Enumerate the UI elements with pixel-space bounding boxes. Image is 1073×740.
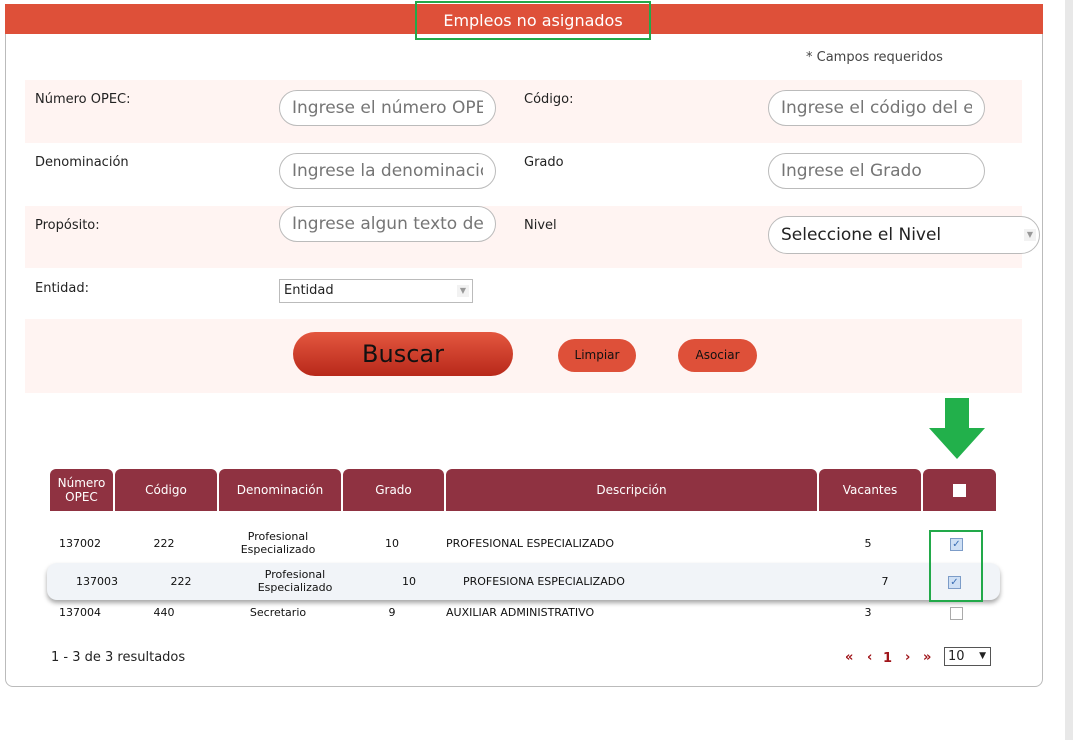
page-size-value: 10 [948, 649, 965, 664]
numero-opec-label: Número OPEC: [35, 92, 131, 107]
required-note: * Campos requeridos [806, 50, 943, 65]
buscar-button[interactable]: Buscar [293, 332, 513, 376]
row-highlight [47, 563, 1000, 600]
cell-opec: 137004 [59, 606, 101, 619]
cell-opec: 137003 [76, 575, 118, 588]
checkbox-highlight [929, 530, 983, 602]
current-page[interactable]: 1 [883, 651, 893, 666]
nivel-select[interactable]: Seleccione el Nivel ▼ [768, 216, 1040, 254]
first-page-button[interactable]: « [845, 650, 854, 665]
scrollbar[interactable] [1065, 0, 1073, 740]
cell-denominacion: Secretario [249, 606, 307, 619]
select-all-checkbox[interactable] [953, 483, 966, 497]
button-row [25, 319, 1022, 393]
cell-grado: 10 [402, 575, 416, 588]
asociar-button[interactable]: Asociar [678, 339, 757, 372]
cell-opec: 137002 [59, 537, 101, 550]
cell-vacantes: 7 [881, 575, 889, 588]
cell-codigo: 440 [153, 606, 175, 619]
proposito-label: Propósito: [35, 218, 100, 233]
codigo-input[interactable] [768, 90, 985, 126]
cell-grado: 9 [388, 606, 396, 619]
denominacion-input[interactable] [279, 153, 496, 189]
results-count: 1 - 3 de 3 resultados [51, 650, 186, 665]
th-descripcion[interactable]: Descripción [446, 469, 817, 511]
page-title: Empleos no asignados [415, 1, 651, 40]
panel-header [5, 4, 1043, 34]
grado-label: Grado [524, 155, 564, 170]
grado-input[interactable] [768, 153, 985, 189]
chevron-down-icon: ▼ [1024, 229, 1036, 241]
page-size-select[interactable]: 10 ▼ [944, 647, 991, 666]
chevron-down-icon: ▼ [979, 651, 986, 661]
row-checkbox[interactable]: ✓ [948, 576, 961, 589]
arrow-down-icon [929, 398, 985, 459]
cell-descripcion: AUXILIAR ADMINISTRATIVO [446, 606, 595, 619]
proposito-input[interactable] [279, 206, 496, 242]
entidad-select[interactable]: Entidad ▼ [279, 279, 473, 303]
cell-denominacion: Profesional Especializado [257, 568, 333, 594]
cell-denominacion: Profesional Especializado [240, 530, 316, 556]
nivel-label: Nivel [524, 218, 557, 233]
entidad-label: Entidad: [35, 281, 90, 296]
cell-vacantes: 3 [864, 606, 872, 619]
cell-codigo: 222 [170, 575, 192, 588]
th-vacantes[interactable]: Vacantes [819, 469, 921, 511]
codigo-label: Código: [524, 92, 574, 107]
th-codigo[interactable]: Código [115, 469, 217, 511]
th-grado[interactable]: Grado [343, 469, 444, 511]
row-checkbox[interactable]: ✓ [950, 538, 963, 551]
th-denominacion[interactable]: Denominación [219, 469, 341, 511]
nivel-value: Seleccione el Nivel [781, 225, 942, 245]
cell-vacantes: 5 [864, 537, 872, 550]
cell-codigo: 222 [153, 537, 175, 550]
numero-opec-input[interactable] [279, 90, 496, 126]
row-checkbox[interactable] [950, 607, 963, 620]
entidad-value: Entidad [284, 283, 334, 298]
last-page-button[interactable]: » [923, 650, 932, 665]
th-numero-opec[interactable]: Número OPEC [50, 469, 113, 511]
chevron-down-icon: ▼ [457, 285, 469, 297]
cell-descripcion: PROFESIONA ESPECIALIZADO [463, 575, 625, 588]
prev-page-button[interactable]: ‹ [867, 650, 873, 665]
denominacion-label: Denominación [35, 155, 129, 170]
cell-grado: 10 [385, 537, 399, 550]
cell-descripcion: PROFESIONAL ESPECIALIZADO [446, 537, 615, 550]
th-select-all[interactable] [923, 469, 996, 511]
next-page-button[interactable]: › [905, 650, 911, 665]
limpiar-button[interactable]: Limpiar [558, 339, 636, 372]
